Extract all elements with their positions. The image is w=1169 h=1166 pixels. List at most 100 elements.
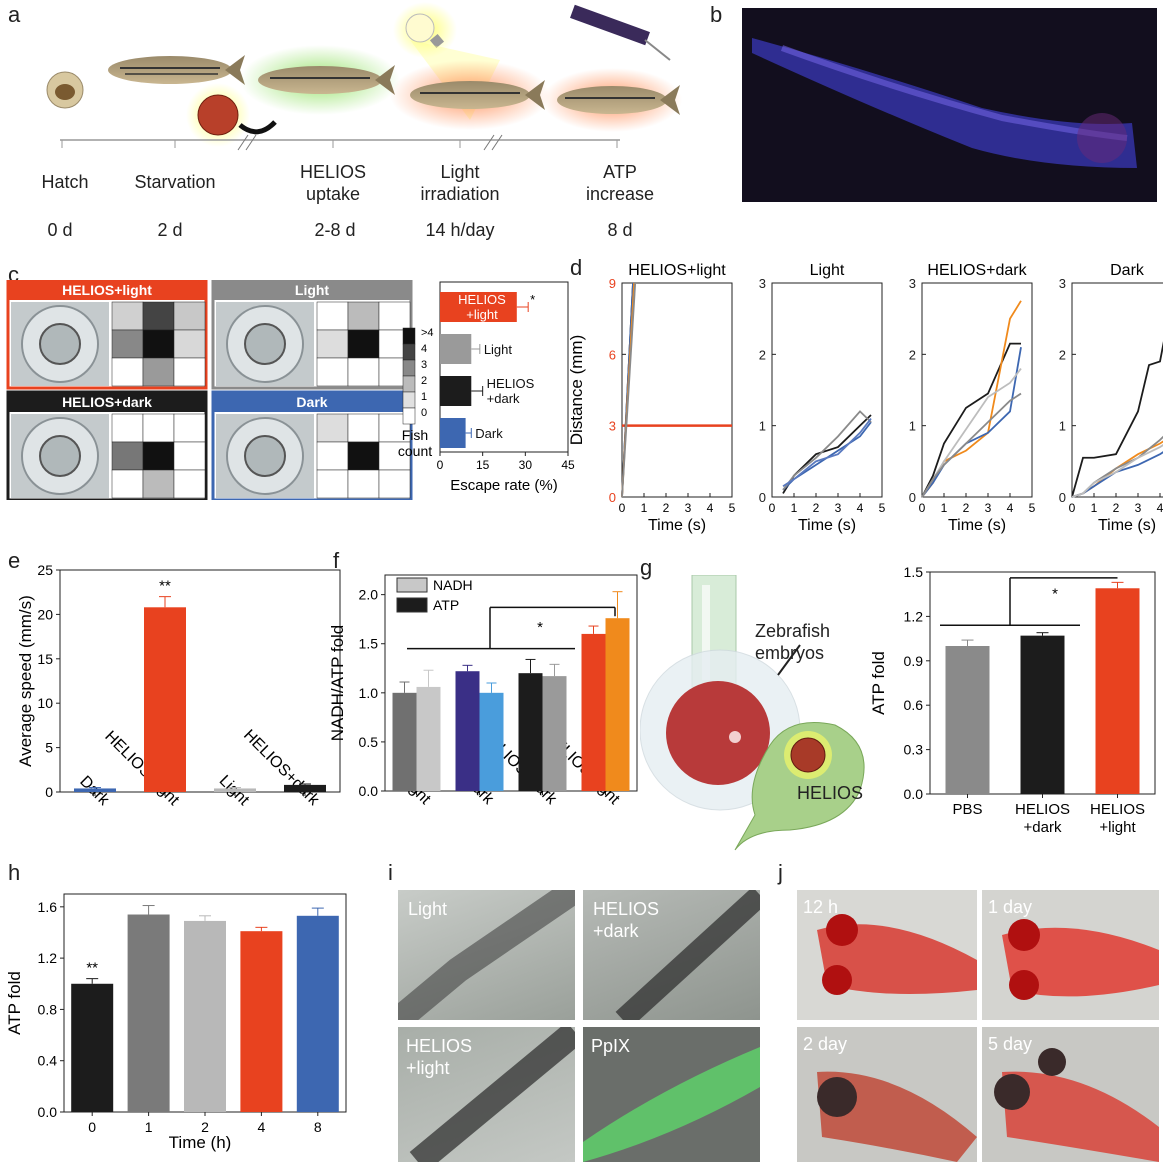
x-tick-label: 0 (88, 1119, 96, 1135)
micrograph-helios-light: HELIOS +light (398, 1027, 575, 1162)
y-tick-label: 0 (1059, 490, 1066, 505)
heatmap-tiles: HELIOS+light Light HELIOS+dark Dark >4 4 3 2 1 0 F… (6, 280, 434, 500)
y-tick-label: 1.5 (359, 636, 379, 652)
significance-mark: ** (159, 578, 171, 595)
significance-mark: * (530, 292, 535, 307)
y-tick-label: 3 (759, 276, 766, 291)
x-tick-label: 1 (941, 501, 948, 515)
y-tick-label: 5 (45, 740, 53, 756)
panel-label-d: d (570, 255, 583, 280)
bar-label: HELIOS +dark (487, 376, 535, 406)
scale-title: Fish count (398, 427, 432, 459)
y-tick-label: 2 (759, 347, 766, 362)
micrograph-label: PpIX (591, 1036, 631, 1056)
subplot-title: Light (810, 262, 845, 279)
bar-label: Light (484, 342, 513, 357)
legend-swatch (396, 577, 428, 593)
embryo-label: Zebrafish embryos (755, 621, 831, 663)
distance-time-chart: Distance (mm) HELIOS+light 0 3 6 9 0 1 2 3 4 5 Time … (568, 262, 1163, 534)
fish-icon-uptake (258, 65, 395, 95)
subplot-title: HELIOS+light (628, 262, 726, 279)
panel-label-e: e (8, 548, 21, 573)
scale-swatch (402, 407, 416, 425)
subplot-title: Dark (1110, 262, 1145, 279)
tile-title: Light (295, 282, 330, 298)
panel-label-j: j (778, 860, 783, 885)
heatmap-cell (316, 441, 349, 471)
x-tick-label: 1 (1091, 501, 1098, 515)
panel-label-c: c (8, 262, 19, 287)
x-tick-label: 3 (685, 501, 692, 515)
y-tick-label: 0.0 (38, 1104, 58, 1120)
distance-line (782, 417, 872, 488)
scale-label: 2 (421, 375, 427, 387)
x-tick-label: 3 (1135, 501, 1142, 515)
x-tick-label: HELIOS+dark (1015, 801, 1070, 836)
x-tick-label: HELIOS+dark (240, 727, 323, 810)
heatmap-cell (378, 469, 411, 499)
x-tick-label: PBS (952, 801, 982, 818)
data-bar (144, 607, 186, 792)
x-tick-label: 1 (641, 501, 648, 515)
heatmap-cell (173, 441, 206, 471)
stage-label: HELIOS uptake (299, 162, 367, 204)
y-axis-label: ATP fold (869, 651, 888, 715)
helios-sphere-icon (790, 737, 826, 773)
y-tick-label: 1.5 (904, 564, 924, 580)
scale-label: 4 (421, 343, 427, 355)
x-tick-label: 1 (145, 1119, 153, 1135)
heatmap-cell (111, 329, 144, 359)
data-bar (284, 784, 326, 792)
heatmap-cell (173, 301, 206, 331)
distance-line (921, 342, 1021, 498)
heatmap-cell (173, 469, 206, 499)
larva-label: 5 day (988, 1034, 1033, 1054)
x-tick-label: 45 (561, 458, 575, 472)
panel-label-h: h (8, 860, 21, 885)
y-tick-label: 0.6 (904, 697, 924, 713)
distance-line (1071, 341, 1163, 498)
heatmap-cell (347, 413, 380, 443)
x-tick-label: 5 (879, 501, 886, 515)
heatmap-cell (347, 469, 380, 499)
escape-bar (440, 292, 517, 322)
data-bar (392, 692, 417, 791)
plot-frame (771, 282, 883, 498)
y-tick-label: 1.6 (38, 899, 58, 915)
y-tick-label: 0 (909, 490, 916, 505)
y-axis-label: ATP fold (5, 971, 24, 1035)
data-bar (184, 920, 226, 1112)
fish-icon-irradiation (410, 80, 545, 110)
stage-day: 2 d (157, 220, 183, 240)
y-tick-label: 1 (759, 419, 766, 434)
distance-line (1071, 440, 1163, 498)
stage-day: 8 d (607, 220, 633, 240)
heatmap-cell (142, 413, 175, 443)
micrograph-light: Light (398, 890, 575, 1020)
panel-label-a: a (8, 2, 21, 27)
escape-bar (440, 334, 472, 364)
x-tick-label: 8 (314, 1119, 322, 1135)
y-tick-label: 1.2 (38, 950, 58, 966)
heatmap-cell (316, 357, 349, 387)
heatmap-cell (316, 301, 349, 331)
egg-icon (46, 71, 84, 109)
y-tick-label: 10 (37, 695, 53, 711)
significance-mark: * (537, 619, 543, 636)
y-tick-label: 1 (909, 419, 916, 434)
distance-line (621, 282, 637, 498)
heatmap-cell (316, 469, 349, 499)
x-axis-label: Time (h) (169, 1133, 232, 1152)
y-axis-label: Average speed (mm/s) (16, 595, 35, 767)
distance-line (1071, 435, 1163, 498)
x-tick-label: 5 (1029, 501, 1036, 515)
heatmap-cell (111, 357, 144, 387)
x-axis-label: Time (s) (648, 517, 706, 534)
panel-label-b: b (710, 2, 723, 27)
heatmap-cell (111, 413, 144, 443)
heatmap-cell (173, 357, 206, 387)
y-tick-label: 1.0 (359, 685, 379, 701)
data-bar (581, 633, 606, 791)
dish-center-icon (244, 323, 286, 365)
fish-icon-starvation (108, 55, 245, 85)
